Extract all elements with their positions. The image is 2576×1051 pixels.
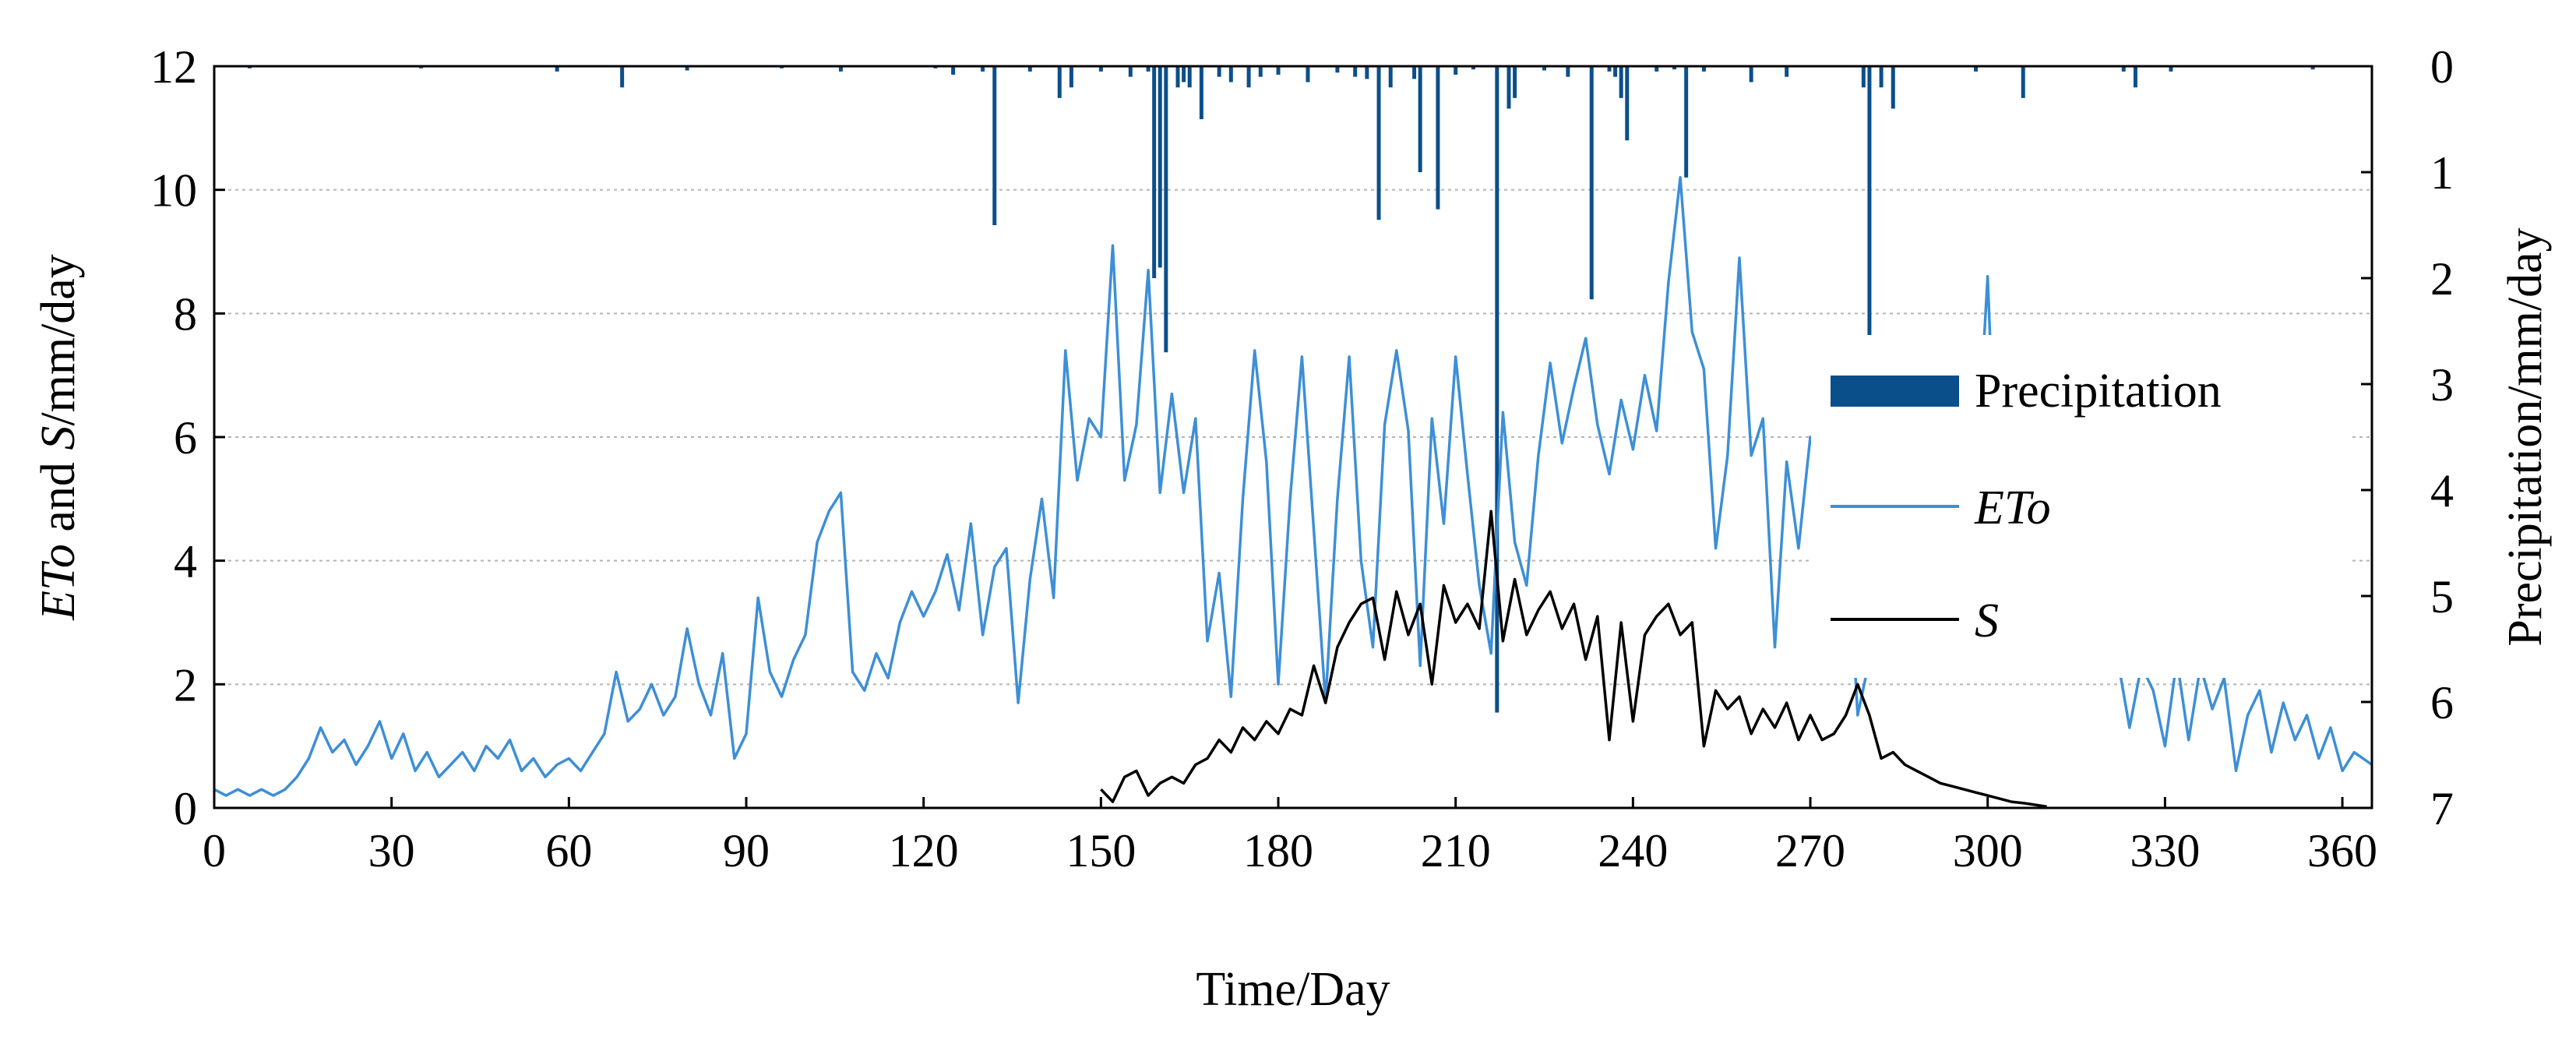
y-right-tick-label: 0 [2430,41,2454,93]
y-right-tick-label: 7 [2430,783,2454,834]
y-left-tick-label: 10 [150,165,197,217]
precipitation-bar [992,66,996,225]
precipitation-bar [1785,66,1788,77]
x-tick-label: 360 [2307,825,2377,876]
precipitation-bar [1619,66,1623,98]
precipitation-bar [1867,66,1871,342]
x-tick-label: 30 [368,825,415,876]
x-tick-label: 300 [1953,825,2023,876]
precipitation-bar [1176,66,1180,87]
y-left-tick-label: 6 [174,412,197,464]
precipitation-bar [1070,66,1073,87]
precipitation-bar [1365,66,1369,79]
precipitation-bar [1306,66,1309,82]
y-left-title-part2: and [32,450,85,545]
x-tick-label: 120 [889,825,959,876]
legend-precipitation-swatch [1831,376,1959,407]
precipitation-bar [1566,66,1570,77]
x-tick-label: 90 [723,825,770,876]
precipitation-bar [620,66,624,87]
precipitation-bar [1058,66,1062,98]
y-right-tick-label: 4 [2430,465,2454,517]
y-left-tick-label: 2 [174,659,197,711]
y-right-tick-label: 2 [2430,253,2454,305]
x-tick-label: 270 [1775,825,1845,876]
precipitation-bar [1353,66,1357,77]
precipitation-bar [1625,66,1629,140]
precipitation-bar [1613,66,1617,77]
y-left-title-part4: /mm/day [32,254,85,425]
precipitation-bar [1152,66,1156,278]
y-right-tick-label: 3 [2430,359,2454,411]
precipitation-bar [1164,66,1168,352]
precipitation-bar [1188,66,1192,87]
y-left-title-part1: ETo [32,544,85,621]
precipitation-bar [1182,66,1186,82]
precipitation-bar [1218,66,1221,77]
precipitation-bar [1129,66,1133,77]
x-tick-label: 240 [1598,825,1668,876]
precipitation-bar [1229,66,1233,82]
x-tick-label: 150 [1066,825,1136,876]
y-left-tick-label: 0 [174,783,197,834]
y-right-tick-label: 6 [2430,677,2454,728]
precipitation-bar [1259,66,1263,77]
precipitation-bar [1377,66,1381,220]
precipitation-bar [1412,66,1416,79]
precipitation-bar [1513,66,1517,98]
precipitation-bar [1891,66,1895,108]
precipitation-bar [1200,66,1203,119]
y-left-tick-label: 4 [174,536,197,587]
legend: Precipitation ETo S [1811,335,2349,678]
precipitation-bar [1507,66,1511,108]
legend-precipitation-label: Precipitation [1975,365,2222,418]
y-axis-left-title: ETo and S/mm/day [32,254,85,621]
precipitation-bar [1277,66,1281,75]
precipitation-bar [1684,66,1688,178]
x-tick-label: 330 [2130,825,2200,876]
x-tick-label: 0 [203,825,226,876]
precipitation-bar [1418,66,1422,172]
precipitation-bar [1247,66,1251,87]
precipitation-bar [1158,66,1162,267]
x-tick-label: 60 [545,825,592,876]
legend-eto-label: ETo [1974,481,2051,534]
x-axis-title: Time/Day [1196,963,1390,1016]
y-left-tick-label: 12 [150,41,197,93]
y-right-tick-label: 5 [2430,571,2454,622]
legend-s-label: S [1975,594,1999,647]
precipitation-bar [2021,66,2025,98]
y-left-tick-label: 8 [174,288,197,340]
x-tick-label: 180 [1243,825,1313,876]
precipitation-bar [1454,66,1457,75]
precipitation-bar [1436,66,1440,210]
precipitation-bar [2134,66,2137,87]
precipitation-bar [1590,66,1594,299]
y-left-title-part3: S [32,426,85,450]
precipitation-bar [951,66,955,75]
precipitation-bar [1389,66,1393,87]
x-tick-label: 210 [1421,825,1491,876]
precipitation-bar [1750,66,1753,82]
precipitation-bar [1880,66,1884,87]
precipitation-bar [1495,66,1499,713]
y-right-tick-label: 1 [2430,147,2454,199]
y-axis-right-title: Precipitation/mm/day [2499,227,2552,646]
precipitation-bar [1862,66,1866,87]
